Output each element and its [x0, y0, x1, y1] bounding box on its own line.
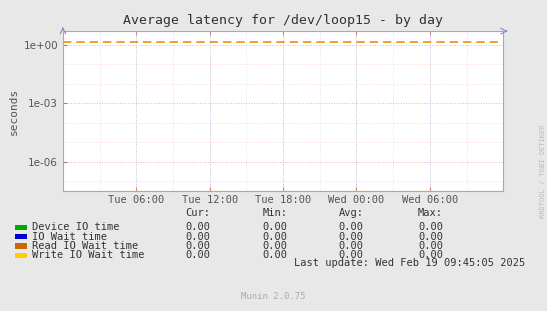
Text: 0.00: 0.00	[418, 232, 443, 242]
Text: Cur:: Cur:	[185, 208, 211, 218]
Text: 0.00: 0.00	[262, 222, 287, 232]
Text: RRDTOOL / TOBI OETIKER: RRDTOOL / TOBI OETIKER	[540, 124, 546, 218]
Text: Max:: Max:	[418, 208, 443, 218]
Text: Avg:: Avg:	[339, 208, 364, 218]
Text: 0.00: 0.00	[339, 222, 364, 232]
Text: 0.00: 0.00	[418, 222, 443, 232]
Text: 0.00: 0.00	[262, 241, 287, 251]
Text: 0.00: 0.00	[185, 222, 211, 232]
Text: 0.00: 0.00	[418, 250, 443, 260]
Text: Device IO time: Device IO time	[32, 222, 119, 232]
Text: 0.00: 0.00	[262, 250, 287, 260]
Text: Last update: Wed Feb 19 09:45:05 2025: Last update: Wed Feb 19 09:45:05 2025	[294, 258, 525, 268]
Title: Average latency for /dev/loop15 - by day: Average latency for /dev/loop15 - by day	[123, 14, 443, 27]
Text: Read IO Wait time: Read IO Wait time	[32, 241, 138, 251]
Text: 0.00: 0.00	[262, 232, 287, 242]
Text: 0.00: 0.00	[185, 241, 211, 251]
Text: IO Wait time: IO Wait time	[32, 232, 107, 242]
Text: 0.00: 0.00	[185, 250, 211, 260]
Text: 0.00: 0.00	[339, 250, 364, 260]
Text: 0.00: 0.00	[339, 241, 364, 251]
Text: Munin 2.0.75: Munin 2.0.75	[241, 292, 306, 301]
Y-axis label: seconds: seconds	[9, 88, 19, 135]
Text: 0.00: 0.00	[339, 232, 364, 242]
Text: Min:: Min:	[262, 208, 287, 218]
Text: 0.00: 0.00	[418, 241, 443, 251]
Text: 0.00: 0.00	[185, 232, 211, 242]
Text: Write IO Wait time: Write IO Wait time	[32, 250, 144, 260]
